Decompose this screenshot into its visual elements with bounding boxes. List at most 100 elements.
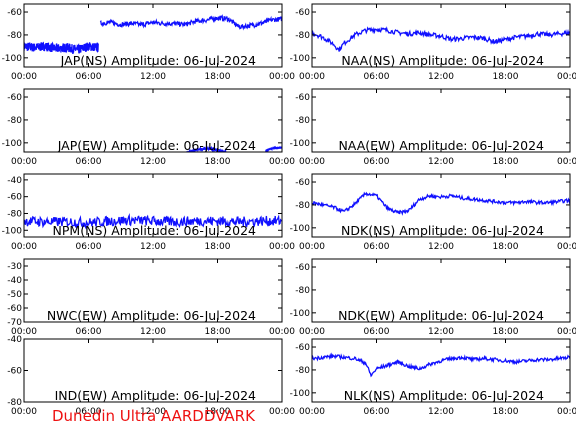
trace-group [312,352,570,378]
y-tick-label: -40 [7,335,22,345]
x-tick-label: 12:00 [140,407,166,417]
y-tick-label: -30 [7,262,22,272]
x-tick-label: 00:00 [557,157,576,167]
chart-panel-3: 00:00 06:00 12:00 18:00 00:00 -100 -80 -60 JAP(E… [2,88,295,167]
x-tick-label: 18:00 [205,157,231,167]
y-tick-label: -100 [290,139,311,149]
x-tick-label: 06:00 [364,407,390,417]
x-tick-label: 12:00 [140,157,166,167]
x-tick-label: 18:00 [205,407,231,417]
y-tick-label: -40 [7,176,22,186]
x-tick-label: 00:00 [11,242,37,252]
x-tick-label: 12:00 [428,407,454,417]
y-tick-label: -80 [295,201,310,211]
chart-panel-8: 00:00 06:00 12:00 18:00 00:00 -100 -80 -60 NDK(E… [290,258,576,337]
x-tick-label: 06:00 [364,72,390,82]
y-tick-label: -100 [2,139,23,149]
chart-title: NWC(EW) Amplitude: 06-Jul-2024 [47,308,256,323]
x-tick-label: 06:00 [364,157,390,167]
trace-group [24,212,282,230]
x-tick-label: 06:00 [76,72,102,82]
y-tick-label: -60 [7,304,22,314]
y-tick-label: -60 [295,263,310,273]
y-tick-label: -80 [295,366,310,376]
series-line-2 [99,13,282,31]
x-tick-label: 00:00 [557,407,576,417]
y-tick-label: -100 [290,224,311,234]
chart-title: JAP(EW) Amplitude: 06-Jul-2024 [57,138,256,153]
chart-panel-4: 00:00 06:00 12:00 18:00 00:00 -100 -80 -60 NAA(E… [290,88,576,167]
chart-panel-1: 00:00 06:00 12:00 18:00 00:00 -100 -80 -60 JAP(N… [2,3,295,82]
y-tick-label: -80 [7,116,22,126]
y-tick-label: -100 [290,309,311,319]
x-tick-label: 06:00 [364,327,390,337]
series-line-1 [24,41,99,54]
x-tick-label: 18:00 [493,157,519,167]
x-tick-label: 00:00 [11,157,37,167]
trace-group [312,26,570,52]
y-tick-label: -80 [7,209,22,219]
y-tick-label: -60 [295,178,310,188]
y-tick-label: -100 [290,54,311,64]
x-tick-label: 18:00 [205,72,231,82]
x-tick-label: 00:00 [269,157,295,167]
x-tick-label: 00:00 [299,407,325,417]
y-tick-label: -50 [7,290,22,300]
x-tick-label: 00:00 [557,72,576,82]
x-tick-label: 06:00 [76,407,102,417]
y-tick-label: -60 [295,93,310,103]
chart-title: NDK(EW) Amplitude: 06-Jul-2024 [338,308,544,323]
x-tick-label: 12:00 [140,327,166,337]
y-tick-label: -80 [295,116,310,126]
credit-label: Dunedin Ultra AARDDVARK [52,407,255,425]
x-tick-label: 00:00 [269,242,295,252]
chart-title: NAA(NS) Amplitude: 06-Jul-2024 [341,53,544,68]
chart-panel-7: 00:00 06:00 12:00 18:00 00:00-70-60-50-40-30… [7,258,295,337]
chart-panel-10: 00:00 06:00 12:00 18:00 00:00 -100 -80 -60 NLK(N… [290,338,576,417]
x-tick-label: 12:00 [428,327,454,337]
x-tick-label: 18:00 [493,327,519,337]
x-tick-label: 06:00 [76,242,102,252]
x-tick-label: 18:00 [493,72,519,82]
series-line-1 [24,212,282,230]
trace-group [24,13,282,54]
series-line-1 [312,191,570,216]
x-tick-label: 12:00 [428,242,454,252]
chart-title: NAA(EW) Amplitude: 06-Jul-2024 [338,138,544,153]
y-tick-label: -60 [7,93,22,103]
y-tick-label: -60 [7,367,22,377]
x-tick-label: 06:00 [364,242,390,252]
x-tick-label: 00:00 [11,327,37,337]
x-tick-label: 00:00 [557,327,576,337]
y-tick-label: -60 [7,193,22,203]
x-tick-label: 00:00 [11,72,37,82]
trace-group [312,191,570,216]
x-tick-label: 18:00 [205,327,231,337]
chart-title: NPM(NS) Amplitude: 06-Jul-2024 [53,223,256,238]
x-tick-label: 00:00 [299,157,325,167]
x-tick-label: 00:00 [269,72,295,82]
series-line-2 [265,145,282,152]
x-tick-label: 00:00 [269,327,295,337]
chart-title: JAP(NS) Amplitude: 06-Jul-2024 [60,53,256,68]
y-tick-label: -70 [7,318,22,328]
x-tick-label: 12:00 [428,72,454,82]
x-tick-label: 12:00 [140,72,166,82]
chart-title: NLK(NS) Amplitude: 06-Jul-2024 [344,388,544,403]
x-tick-label: 18:00 [493,407,519,417]
y-tick-label: -100 [2,226,23,236]
y-tick-label: -80 [7,31,22,41]
x-tick-label: 00:00 [269,407,295,417]
x-tick-label: 00:00 [299,242,325,252]
chart-title: IND(EW) Amplitude: 06-Jul-2024 [55,388,256,403]
chart-panel-9: 00:00 06:00 12:00 18:00 00:00-80-60-40IND(EW… [7,335,295,417]
trace-group [185,145,282,152]
x-tick-label: 00:00 [299,72,325,82]
x-tick-label: 00:00 [557,242,576,252]
x-tick-label: 00:00 [11,407,37,417]
x-tick-label: 12:00 [140,242,166,252]
x-tick-label: 06:00 [76,327,102,337]
y-tick-label: -60 [7,8,22,18]
y-tick-label: -80 [295,31,310,41]
